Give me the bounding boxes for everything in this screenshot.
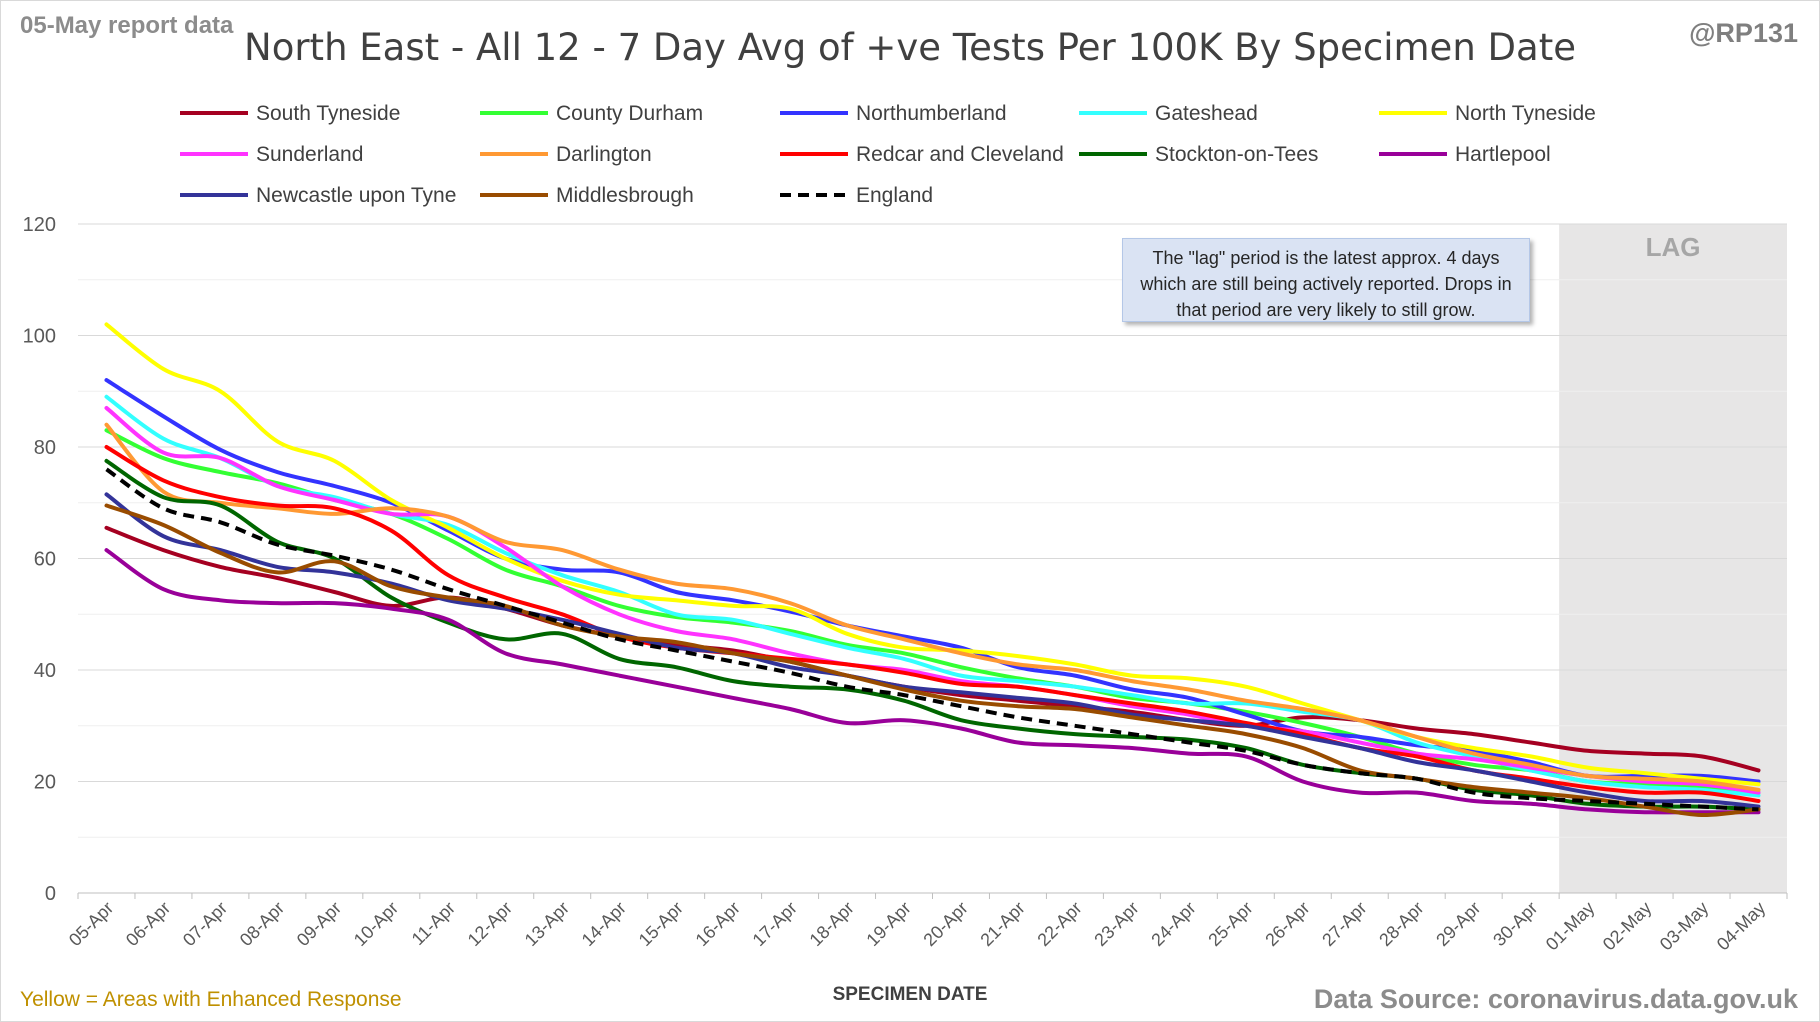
- chart-title: North East - All 12 - 7 Day Avg of +ve T…: [244, 26, 1576, 69]
- x-tick-label: 29-Apr: [1432, 898, 1484, 950]
- x-tick-label: 19-Apr: [862, 898, 914, 950]
- legend-label-north-tyneside: North Tyneside: [1455, 102, 1596, 125]
- lag-annotation: The "lag" period is the latest approx. 4…: [1122, 238, 1530, 322]
- x-tick-label: 26-Apr: [1261, 898, 1313, 950]
- legend-label-stockton-on-tees: Stockton-on-Tees: [1155, 143, 1318, 166]
- x-tick-label: 03-May: [1656, 898, 1713, 955]
- series-line-stockton-on-tees: [104, 458, 1761, 812]
- legend-label-hartlepool: Hartlepool: [1455, 143, 1551, 166]
- legend-label-england: England: [856, 184, 933, 207]
- x-tick-label: 23-Apr: [1090, 898, 1142, 950]
- x-tick-label: 05-Apr: [65, 898, 117, 950]
- enhanced-response-note: Yellow = Areas with Enhanced Response: [20, 988, 402, 1011]
- x-tick-label: 18-Apr: [806, 898, 858, 950]
- y-tick-label: 120: [23, 214, 56, 236]
- x-tick-label: 13-Apr: [521, 898, 573, 950]
- author-handle: @RP131: [1689, 18, 1798, 48]
- x-tick-label: 20-Apr: [919, 898, 971, 950]
- x-tick-label: 30-Apr: [1489, 898, 1541, 950]
- legend-label-county-durham: County Durham: [556, 102, 703, 125]
- legend-label-south-tyneside: South Tyneside: [256, 102, 400, 125]
- x-tick-label: 08-Apr: [236, 898, 288, 950]
- series-line-middlesbrough: [104, 503, 1761, 818]
- report-date-label: 05-May report data: [20, 12, 234, 39]
- series-line-north-tyneside: [104, 322, 1761, 787]
- legend-label-gateshead: Gateshead: [1155, 102, 1258, 125]
- x-tick-label: 28-Apr: [1375, 898, 1427, 950]
- x-tick-label: 04-May: [1713, 898, 1770, 955]
- legend-label-newcastle-upon-tyne: Newcastle upon Tyne: [256, 184, 456, 207]
- x-tick-label: 09-Apr: [293, 898, 345, 950]
- y-tick-label: 0: [45, 883, 56, 905]
- x-tick-label: 12-Apr: [464, 898, 516, 950]
- series-line-northumberland: [104, 378, 1761, 784]
- x-tick-label: 14-Apr: [578, 898, 630, 950]
- legend-label-middlesbrough: Middlesbrough: [556, 184, 694, 207]
- y-tick-label: 20: [34, 772, 56, 794]
- x-tick-label: 22-Apr: [1033, 898, 1085, 950]
- x-tick-label: 01-May: [1542, 898, 1599, 955]
- x-tick-label: 27-Apr: [1318, 898, 1370, 950]
- series-line-sunderland: [104, 406, 1761, 795]
- series-line-hartlepool: [104, 548, 1761, 815]
- x-tick-label: 21-Apr: [976, 898, 1028, 950]
- x-axis-title: SPECIMEN DATE: [832, 984, 988, 1005]
- legend-label-darlington: Darlington: [556, 143, 652, 166]
- y-tick-label: 40: [34, 660, 56, 682]
- series-line-redcar-and-cleveland: [104, 445, 1761, 803]
- y-tick-label: 60: [34, 549, 56, 571]
- x-tick-label: 06-Apr: [122, 898, 174, 950]
- data-source-label: Data Source: coronavirus.data.gov.uk: [1313, 984, 1798, 1014]
- x-tick-label: 07-Apr: [179, 898, 231, 950]
- legend-label-redcar-and-cleveland: Redcar and Cleveland: [856, 143, 1064, 166]
- x-tick-label: 10-Apr: [350, 898, 402, 950]
- x-tick-label: 25-Apr: [1204, 898, 1256, 950]
- legend-label-sunderland: Sunderland: [256, 143, 363, 166]
- lag-label: LAG: [1646, 232, 1701, 262]
- y-tick-label: 100: [23, 326, 56, 348]
- series-line-england: [105, 467, 1759, 812]
- x-tick-label: 11-Apr: [408, 898, 459, 949]
- series-line-darlington: [104, 422, 1761, 792]
- y-tick-label: 80: [34, 437, 56, 459]
- x-tick-label: 17-Apr: [749, 898, 801, 950]
- x-tick-label: 24-Apr: [1147, 898, 1199, 950]
- legend-label-northumberland: Northumberland: [856, 102, 1007, 125]
- x-tick-label: 16-Apr: [692, 898, 744, 950]
- x-tick-label: 15-Apr: [635, 898, 687, 950]
- x-tick-label: 02-May: [1599, 898, 1656, 955]
